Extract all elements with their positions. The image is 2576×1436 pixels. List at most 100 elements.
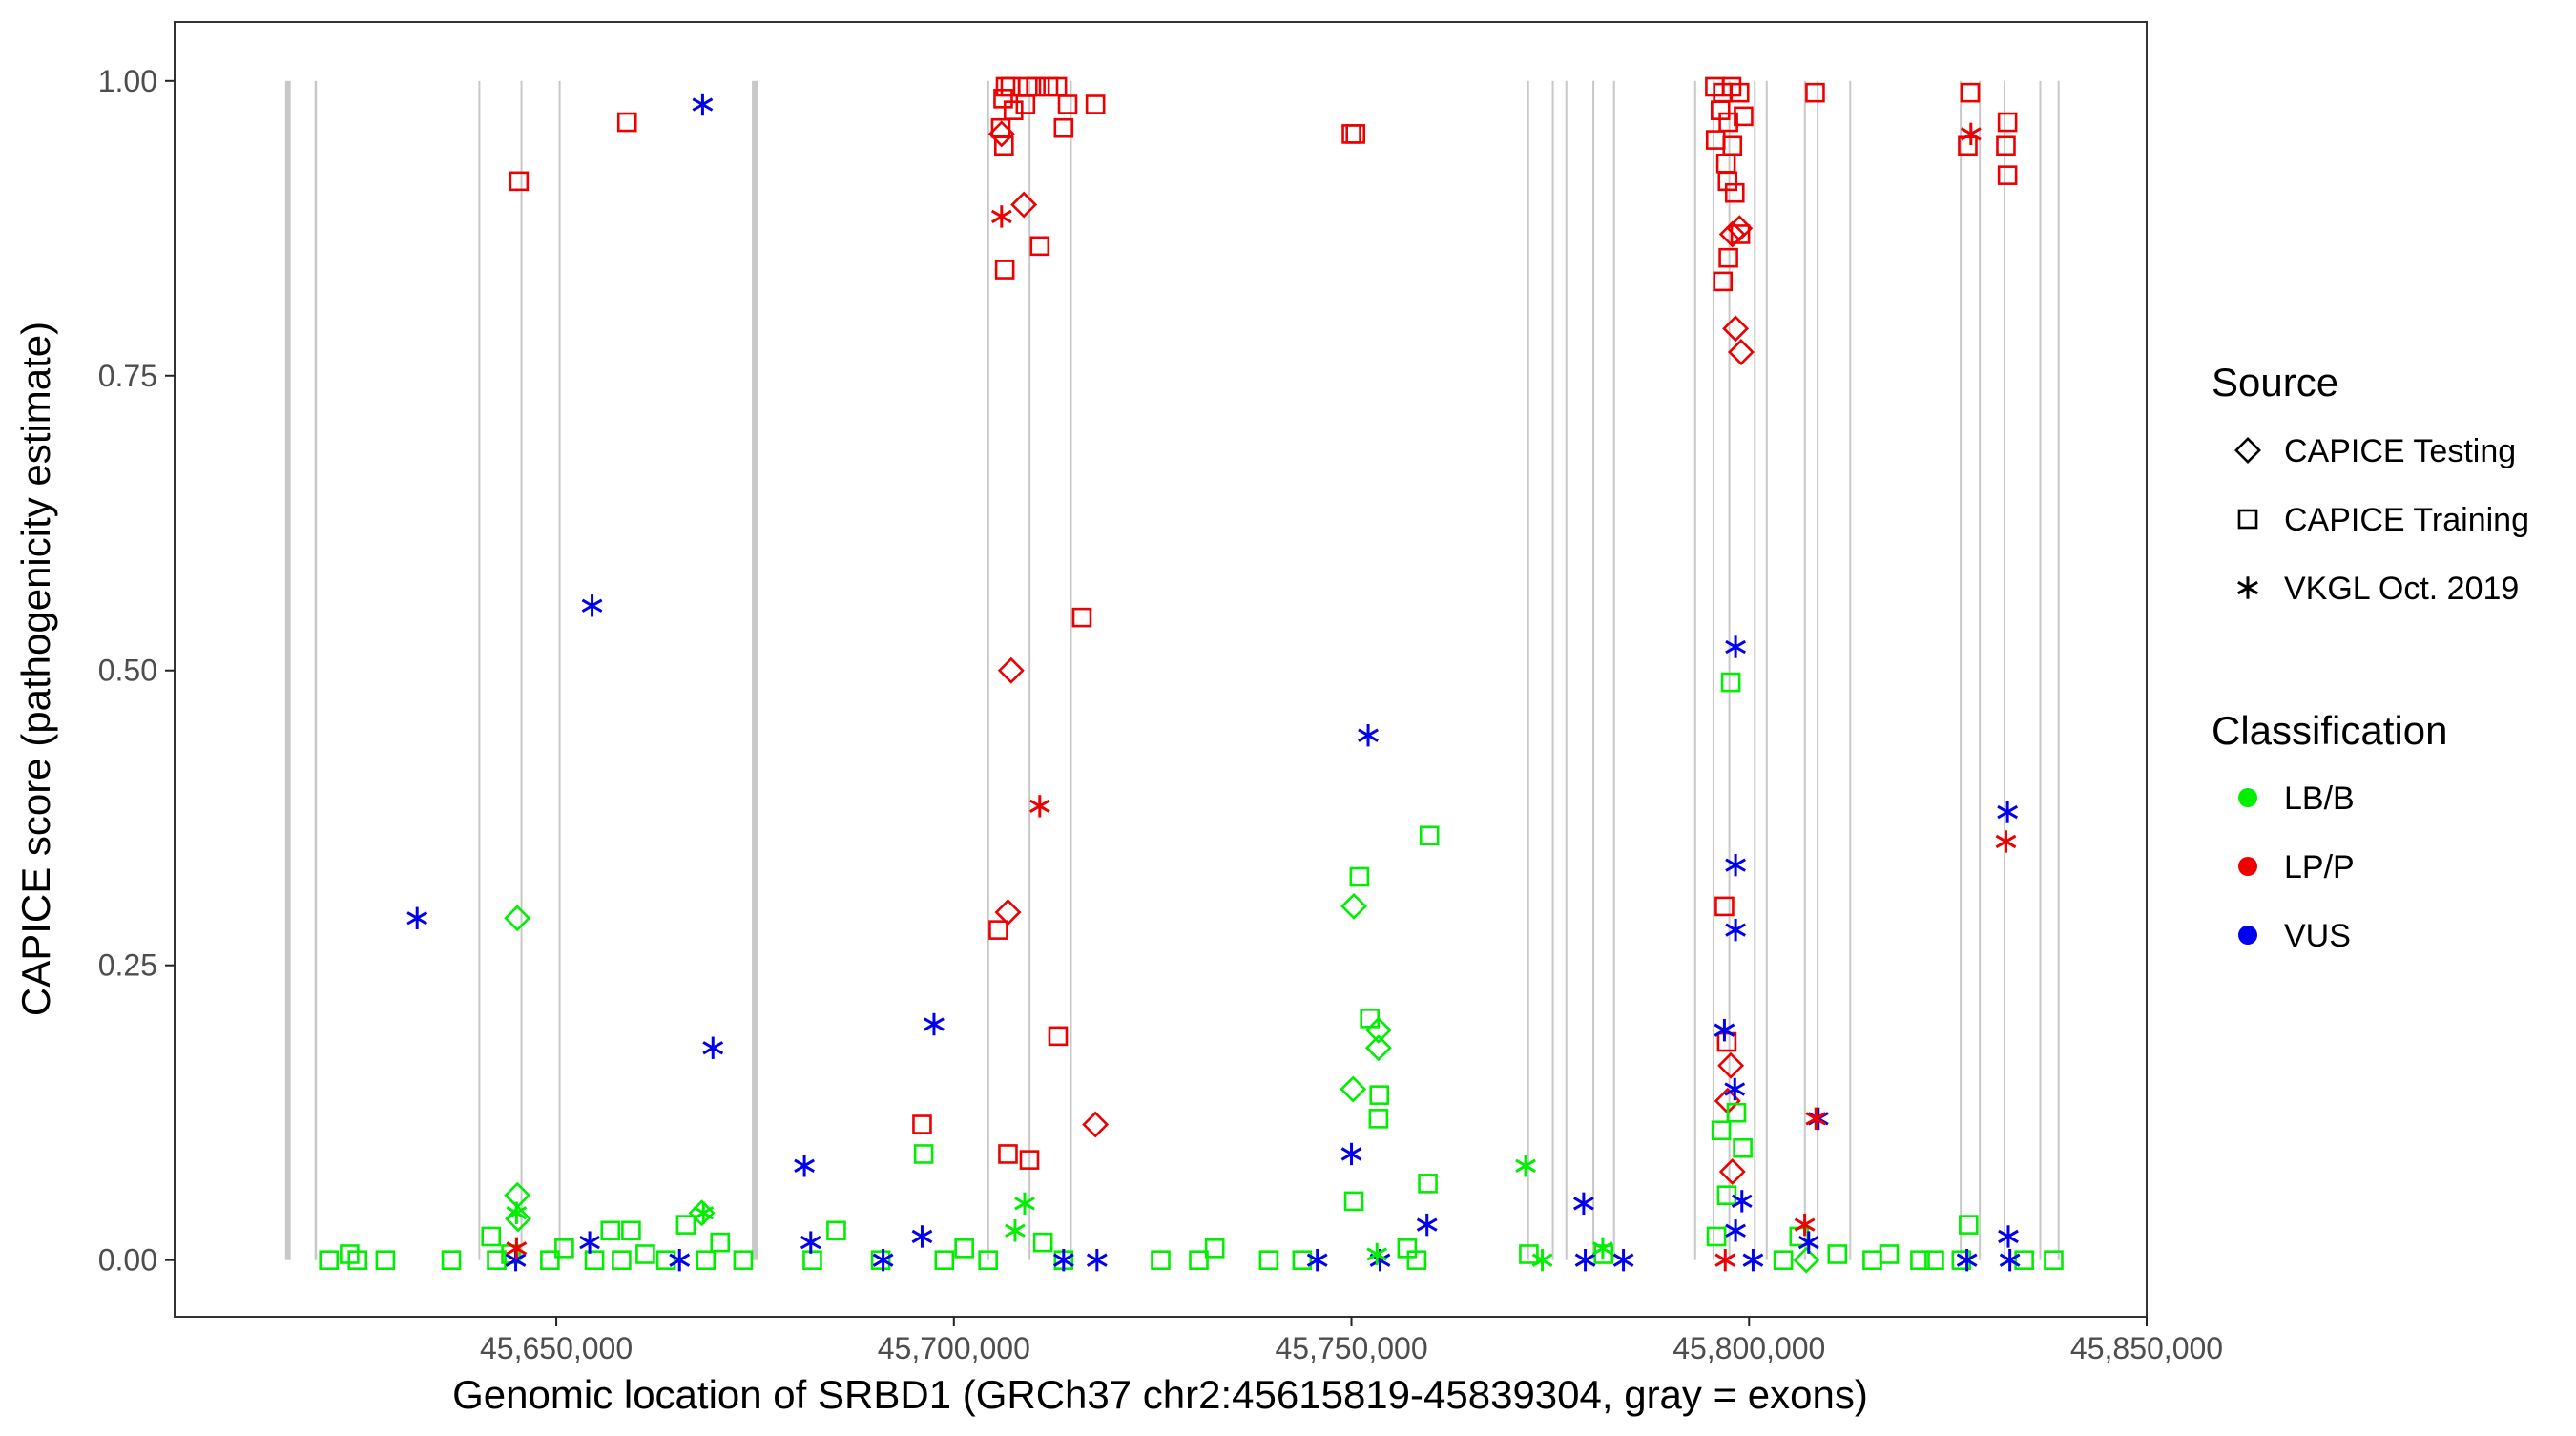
vkgl-point — [1028, 795, 1050, 818]
capice-training-point — [1730, 224, 1751, 244]
capice-training-point — [696, 1250, 717, 1270]
capice-training-point — [993, 89, 1013, 109]
asterisk-stroke — [1731, 1194, 1753, 1209]
asterisk-stroke — [1998, 1229, 2019, 1244]
capice-training-point — [934, 1250, 955, 1270]
asterisk-stroke — [1956, 1253, 1978, 1267]
capice-training-point — [1716, 1185, 1737, 1206]
asterisk-stroke — [1960, 127, 1982, 141]
capice-training-point — [1026, 76, 1046, 97]
vkgl-point — [1086, 1248, 1108, 1272]
asterisk-stroke — [579, 1235, 600, 1250]
asterisk-stroke — [1714, 1023, 1735, 1037]
vkgl-point — [1731, 1190, 1753, 1213]
asterisk-stroke — [1797, 1235, 1819, 1250]
asterisk-stroke — [1416, 1217, 1438, 1232]
capice-training-point — [1805, 82, 1825, 103]
exon-line — [1979, 80, 1982, 1260]
capice-training-point — [509, 171, 530, 192]
x-axis: 45,650,000 45,700,000 45,750,000 45,800,000… — [480, 1317, 2223, 1365]
asterisk-stroke — [1014, 1197, 1035, 1211]
capice-training-point — [1343, 1191, 1364, 1212]
capice-training-point — [998, 1144, 1018, 1164]
asterisk-stroke — [505, 1253, 527, 1267]
capice-testing-point — [1340, 1075, 1367, 1103]
asterisk-stroke — [1997, 804, 2019, 820]
asterisk-stroke — [1574, 1253, 1596, 1267]
vkgl-point — [1014, 1192, 1035, 1216]
capice-training-point — [584, 1250, 605, 1270]
capice-training-point — [1047, 76, 1068, 97]
capice-training-point — [1959, 1215, 1979, 1235]
asterisk-stroke — [1573, 1197, 1594, 1211]
asterisk-stroke — [692, 97, 714, 112]
vkgl-point — [506, 1201, 528, 1224]
capice-training-point — [1734, 106, 1754, 127]
capice-training-point — [1827, 1244, 1848, 1264]
vkgl-point — [1416, 1213, 1438, 1237]
capice-training-point — [1718, 247, 1738, 268]
asterisk-stroke — [1358, 728, 1379, 742]
x-tick-label: 45,700,000 — [878, 1331, 1030, 1365]
capice-training-point — [616, 112, 637, 133]
capice-training-point — [978, 1250, 998, 1270]
capice-training-point — [1406, 1250, 1427, 1270]
asterisk-stroke — [1725, 923, 1746, 937]
capice-testing-point — [504, 905, 531, 932]
asterisk-stroke — [1999, 1253, 2021, 1267]
capice-training-point — [710, 1232, 731, 1253]
capice-training-point — [1419, 825, 1440, 846]
vkgl-point — [406, 906, 428, 929]
capice-training-point — [600, 1220, 621, 1241]
capice-training-point — [540, 1250, 560, 1270]
capice-testing-point — [997, 656, 1025, 684]
exon-line — [1765, 80, 1768, 1260]
capice-training-point — [1716, 1031, 1737, 1052]
capice-training-point — [554, 1238, 574, 1259]
exon-line — [1527, 80, 1529, 1260]
asterisk-stroke — [800, 1235, 821, 1250]
vkgl-point — [1997, 801, 2019, 823]
asterisk-stroke — [1724, 1082, 1746, 1096]
capice-testing-point — [1010, 191, 1038, 219]
y-tick-label: 0.00 — [98, 1243, 157, 1278]
capice-training-point — [1029, 236, 1050, 257]
vkgl-point — [579, 1231, 600, 1254]
capice-training-point — [1360, 1009, 1381, 1029]
asterisk-stroke — [581, 598, 603, 613]
capice-training-point — [1724, 182, 1745, 203]
capice-training-point — [954, 1238, 974, 1259]
exon-line — [1849, 80, 1852, 1260]
capice-testing-point — [1340, 892, 1368, 920]
y-axis: 0.00 0.25 0.50 0.75 1.00 — [98, 64, 175, 1278]
capice-training-point — [1997, 165, 2018, 185]
asterisk-stroke — [872, 1253, 894, 1267]
exon-line — [478, 80, 481, 1260]
vkgl-point — [794, 1155, 815, 1177]
vkgl-point — [506, 1237, 528, 1260]
capice-training-point — [1720, 672, 1741, 693]
y-tick-label: 1.00 — [98, 64, 157, 98]
capice-training-point — [994, 260, 1015, 280]
capice-testing-point — [1718, 1157, 1746, 1185]
exon-line — [520, 80, 523, 1260]
capice-training-point — [487, 1250, 507, 1270]
x-axis-title: Genomic location of SRBD1 (GRCh37 chr2:4… — [452, 1372, 1868, 1417]
asterisk-stroke — [406, 911, 428, 926]
capice-training-point — [913, 1144, 934, 1164]
x-tick-label: 45,650,000 — [480, 1331, 633, 1365]
capice-training-point — [1349, 866, 1370, 887]
vkgl-point — [581, 594, 603, 617]
asterisk-stroke — [794, 1158, 815, 1173]
capice-training-point — [1204, 1238, 1225, 1259]
capice-training-point — [1418, 1174, 1438, 1194]
capice-testing-point — [1082, 1111, 1110, 1138]
capice-training-point — [1924, 1250, 1944, 1270]
capice-training-point — [1910, 1250, 1930, 1270]
vkgl-point — [702, 1036, 724, 1059]
capice-training-point — [1773, 1250, 1794, 1270]
asterisk-stroke — [1028, 799, 1050, 814]
capice-training-point — [1032, 1232, 1053, 1253]
capice-training-point — [1729, 82, 1750, 103]
